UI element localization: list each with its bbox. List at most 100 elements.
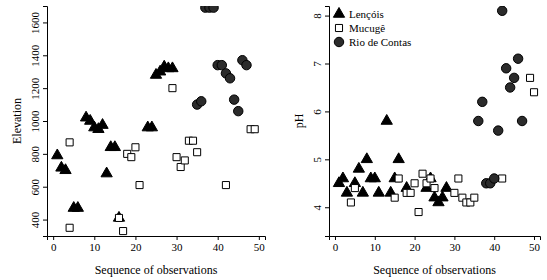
point [66,224,73,231]
y-tick-mark [43,55,47,56]
point [101,167,112,177]
x-tick-label: 40 [489,241,501,253]
point [527,74,534,81]
y-tick-label: 600 [29,178,41,195]
point [132,144,139,151]
y-tick: 4 [311,205,329,211]
y-tick-label: 4 [311,205,323,211]
y-tick-mark [325,159,329,160]
point [497,6,506,15]
legend-label: Rio de Contas [349,36,411,48]
x-tick-label: 30 [172,241,184,253]
point [431,185,438,192]
point [393,153,404,163]
x-tick-mark [218,236,219,240]
chart-panel: 0102030405045678Sequence of observations… [292,6,541,277]
point [115,214,122,221]
x-tick-label: 50 [254,241,266,253]
y-axis: 45678 [311,7,330,237]
y-axis: 400 600 800 1000 1200 1400 1600 [29,7,48,237]
x-tick-label: 20 [410,241,422,253]
point [72,202,83,212]
y-tick-mark [43,220,47,221]
x-tick: 30 [172,236,184,253]
point [194,149,201,156]
point [353,162,364,172]
x-tick-label: 20 [130,241,142,253]
point [361,153,372,163]
y-tick-label: 400 [29,211,41,228]
point [181,157,188,164]
point [197,97,206,106]
point [136,182,143,189]
point [113,211,124,221]
series [347,74,537,215]
point [530,89,537,96]
chart-panel: 010203040504006008001000120014001600Sequ… [10,3,266,277]
legend-marker [333,7,344,17]
x-tick-mark [415,236,416,240]
point [373,186,384,196]
legend-label: Mucugê [349,22,385,34]
x-tick-mark [534,236,535,240]
series [474,6,527,188]
y-axis-line [43,7,48,237]
x-tick-label: 0 [333,241,339,253]
point [499,175,506,182]
x-tick-label: 10 [370,241,382,253]
point [513,54,522,63]
x-tick-label: 30 [449,241,461,253]
point [493,126,502,135]
x-tick-mark [375,236,376,240]
point [189,137,196,144]
x-tick: 40 [213,236,225,253]
point [471,194,478,201]
y-tick-label: 1200 [29,77,41,100]
point [234,106,243,115]
point [489,174,498,183]
y-tick-mark [43,154,47,155]
y-tick: 400 [29,211,47,228]
x-tick: 50 [254,236,266,253]
y-tick-mark [325,207,329,208]
x-axis-line [48,237,266,241]
x-axis-line [330,237,541,241]
point [222,182,229,189]
x-tick: 40 [489,236,501,253]
point [509,73,518,82]
point [146,121,157,131]
y-axis-title: pH [292,113,306,128]
x-tick-mark [259,236,260,240]
series [192,6,251,116]
y-tick-mark [43,22,47,23]
x-tick: 50 [529,236,541,253]
x-tick-label: 40 [213,241,225,253]
y-tick: 1600 [29,11,47,34]
y-tick-label: 7 [311,61,323,67]
legend: LençóisMucugêRio de Contas [333,7,411,48]
series [66,85,258,235]
point [209,6,218,12]
point [415,209,422,216]
y-tick-mark [43,121,47,122]
y-axis-title: Elevation [10,98,24,144]
x-tick: 0 [51,236,57,253]
x-tick-mark [94,236,95,240]
y-axis-line [325,7,330,237]
y-tick-mark [325,64,329,65]
y-tick: 800 [29,146,47,163]
x-axis-title: Sequence of observations [373,263,496,277]
y-tick: 1200 [29,77,47,100]
series [333,114,452,205]
point [52,149,63,159]
x-tick-mark [454,236,455,240]
y-tick-label: 1000 [29,110,41,133]
point [167,62,178,72]
point [478,97,487,106]
point [242,60,251,69]
y-tick: 1400 [29,44,47,67]
x-tick-mark [177,236,178,240]
y-tick: 5 [311,157,329,163]
x-tick-label: 0 [51,241,57,253]
y-tick-label: 1400 [29,44,41,67]
